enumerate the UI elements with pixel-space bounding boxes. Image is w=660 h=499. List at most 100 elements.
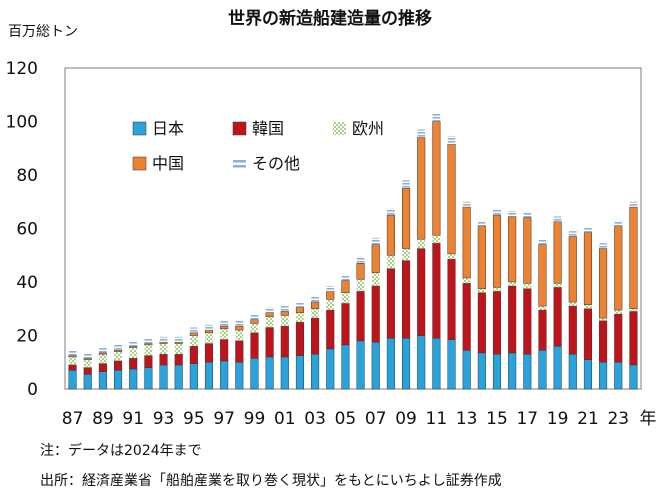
bar-98-欧州 bbox=[235, 330, 244, 341]
bar-90-日本 bbox=[114, 370, 123, 390]
bar-90-韓国 bbox=[114, 360, 123, 371]
bar-20-欧州 bbox=[569, 302, 577, 307]
bar-06-中国 bbox=[356, 263, 365, 280]
bar-09-その他 bbox=[402, 180, 410, 189]
bar-19-欧州 bbox=[553, 283, 562, 288]
bar-92-日本 bbox=[144, 367, 153, 390]
bar-06-欧州 bbox=[356, 279, 365, 292]
bar-23-欧州 bbox=[614, 310, 623, 315]
bar-23-日本 bbox=[614, 362, 623, 390]
bar-96-中国 bbox=[204, 329, 214, 334]
bar-89-その他 bbox=[99, 347, 107, 353]
y-tick-label: 120 bbox=[6, 59, 38, 79]
bar-90-中国 bbox=[114, 349, 123, 352]
bar-91-韓国 bbox=[129, 357, 138, 370]
bar-14-中国 bbox=[477, 225, 486, 289]
bar-92-韓国 bbox=[144, 355, 153, 368]
bar-95-韓国 bbox=[189, 345, 198, 364]
bar-04-日本 bbox=[326, 348, 335, 390]
bar-12-中国 bbox=[447, 143, 456, 255]
bar-87-中国 bbox=[68, 355, 77, 358]
bar-00-その他 bbox=[265, 307, 274, 313]
bar-94-日本 bbox=[174, 364, 183, 390]
bar-22-中国 bbox=[599, 248, 608, 319]
x-tick-label: 05 bbox=[335, 409, 357, 429]
bar-98-その他 bbox=[235, 320, 244, 327]
bar-88-日本 bbox=[83, 374, 92, 390]
bar-88-その他 bbox=[83, 352, 92, 359]
legend-label: 日本 bbox=[152, 119, 184, 138]
bar-89-日本 bbox=[98, 371, 107, 390]
bar-04-その他 bbox=[326, 286, 335, 292]
bar-22-日本 bbox=[599, 362, 608, 390]
bar-03-韓国 bbox=[311, 317, 320, 355]
x-tick-label: 87 bbox=[62, 409, 84, 429]
bar-24-韓国 bbox=[629, 311, 638, 366]
bar-02-その他 bbox=[296, 302, 304, 308]
bar-18-韓国 bbox=[538, 309, 547, 351]
y-tick-label: 80 bbox=[16, 166, 38, 186]
bar-98-日本 bbox=[235, 362, 244, 390]
bar-00-日本 bbox=[265, 356, 274, 390]
x-tick-label: 17 bbox=[516, 409, 538, 429]
legend-label: その他 bbox=[252, 154, 300, 173]
bar-16-日本 bbox=[508, 352, 517, 390]
bar-15-日本 bbox=[492, 353, 502, 390]
bar-12-韓国 bbox=[447, 259, 456, 340]
bar-98-中国 bbox=[235, 325, 244, 331]
bar-99-韓国 bbox=[250, 332, 259, 359]
x-tick-label: 23 bbox=[607, 409, 629, 429]
bar-19-その他 bbox=[553, 216, 562, 222]
bar-15-中国 bbox=[492, 214, 502, 288]
x-axis: 87 89 91 93 95 97 99 01 03 05 07 09 11 13 15 17 19 21 23 年 bbox=[62, 409, 657, 429]
bar-07-欧州 bbox=[371, 272, 380, 287]
bar-89-中国 bbox=[98, 352, 107, 355]
legend-label: 欧州 bbox=[352, 119, 384, 138]
bar-96-その他 bbox=[205, 324, 213, 331]
bar-02-欧州 bbox=[296, 312, 304, 323]
bar-22-その他 bbox=[599, 243, 607, 249]
bar-05-欧州 bbox=[341, 292, 350, 304]
plot-area-frame bbox=[64, 67, 642, 390]
bar-88-韓国 bbox=[83, 367, 92, 375]
bar-87-その他 bbox=[68, 350, 77, 356]
legend-swatch bbox=[132, 121, 147, 136]
bar-11-中国 bbox=[432, 121, 441, 236]
x-tick-label: 21 bbox=[577, 409, 599, 429]
x-tick-label: 91 bbox=[122, 409, 144, 429]
bar-91-欧州 bbox=[129, 347, 137, 359]
bar-95-日本 bbox=[189, 363, 198, 390]
bar-05-その他 bbox=[341, 275, 350, 281]
legend-item-韓国: 韓国 bbox=[232, 119, 284, 138]
y-tick-label: 100 bbox=[6, 113, 38, 133]
bar-93-欧州 bbox=[159, 343, 168, 355]
bar-96-欧州 bbox=[205, 332, 213, 344]
bar-91-その他 bbox=[129, 340, 137, 347]
bar-16-欧州 bbox=[508, 282, 516, 287]
bar-99-欧州 bbox=[250, 323, 259, 333]
bar-14-日本 bbox=[477, 352, 486, 390]
bar-23-その他 bbox=[614, 220, 623, 226]
bar-87-韓国 bbox=[68, 364, 77, 371]
bar-12-日本 bbox=[447, 339, 456, 390]
legend-swatch bbox=[132, 156, 147, 171]
bar-05-中国 bbox=[341, 280, 350, 293]
bar-20-中国 bbox=[568, 236, 577, 303]
bar-22-欧州 bbox=[599, 318, 607, 321]
bar-93-その他 bbox=[159, 336, 168, 343]
legend-swatch bbox=[333, 122, 346, 135]
bar-21-韓国 bbox=[583, 308, 592, 360]
bar-94-欧州 bbox=[174, 343, 183, 355]
bar-94-中国 bbox=[174, 341, 183, 344]
bar-16-その他 bbox=[508, 211, 516, 217]
bar-20-韓国 bbox=[568, 305, 577, 355]
bar-04-中国 bbox=[326, 291, 335, 300]
bar-08-韓国 bbox=[386, 268, 395, 339]
bar-22-韓国 bbox=[599, 320, 608, 363]
bar-17-中国 bbox=[523, 217, 532, 284]
bar-11-欧州 bbox=[432, 235, 441, 244]
bars bbox=[68, 113, 638, 390]
bar-20-日本 bbox=[568, 353, 577, 390]
legend-swatch bbox=[233, 160, 246, 163]
